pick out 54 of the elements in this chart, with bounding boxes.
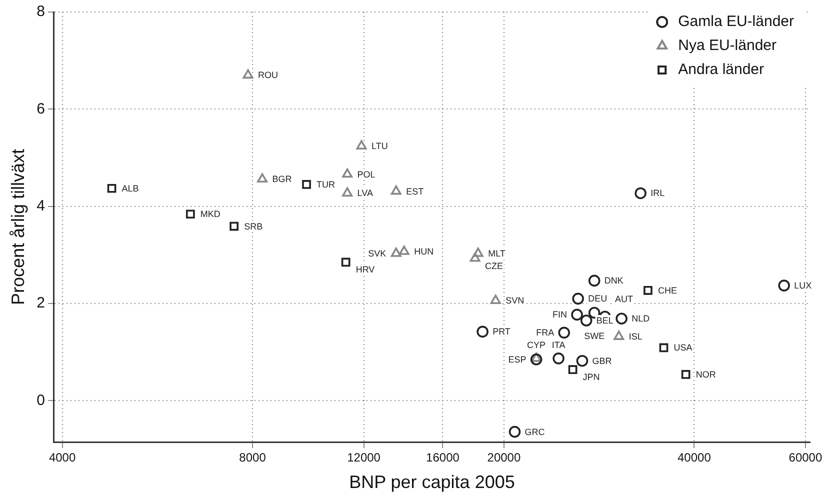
data-label: NLD bbox=[632, 314, 650, 324]
data-label: ITA bbox=[552, 340, 566, 350]
data-label: ROU bbox=[258, 70, 278, 80]
data-label: LUX bbox=[794, 280, 812, 291]
x-tick-label: 4000 bbox=[48, 450, 76, 465]
data-label: SVK bbox=[368, 248, 386, 258]
legend-label: Nya EU-länder bbox=[678, 37, 776, 54]
data-label: NOR bbox=[696, 369, 716, 380]
x-axis-title: BNP per capita 2005 bbox=[349, 472, 515, 492]
data-label: SRB bbox=[244, 221, 263, 232]
y-tick-label: 2 bbox=[36, 294, 45, 312]
data-label: FIN bbox=[552, 310, 568, 320]
y-tick-label: 8 bbox=[36, 3, 45, 20]
x-tick-label: 16000 bbox=[426, 450, 460, 465]
data-label: GRC bbox=[524, 426, 546, 437]
data-label: ESP bbox=[508, 354, 526, 364]
data-label: MKD bbox=[200, 209, 221, 220]
data-label: SWE bbox=[584, 331, 605, 342]
data-label: USA bbox=[674, 342, 692, 353]
y-tick-label: 4 bbox=[36, 197, 45, 214]
x-tick-label: 20000 bbox=[487, 450, 521, 465]
x-tick-label: 8000 bbox=[239, 450, 266, 465]
data-label: IRL bbox=[650, 188, 665, 198]
data-label: MLT bbox=[488, 248, 506, 258]
data-label: ISL bbox=[628, 332, 642, 342]
y-axis-title: Procent årlig tillväxt bbox=[8, 148, 28, 306]
data-label: PRT bbox=[492, 326, 511, 337]
x-tick-label: 40000 bbox=[678, 450, 712, 465]
data-label: EST bbox=[406, 186, 424, 196]
data-label: FRA bbox=[536, 328, 554, 338]
x-tick-label: 60000 bbox=[788, 450, 822, 465]
data-label: DEU bbox=[588, 294, 608, 304]
legend-label: Gamla EU-länder bbox=[678, 13, 794, 30]
y-tick-label: 0 bbox=[36, 392, 45, 409]
data-label: LVA bbox=[357, 188, 373, 198]
data-label: HRV bbox=[356, 264, 375, 275]
data-label: AUT bbox=[614, 294, 634, 304]
data-label: GBR bbox=[592, 356, 612, 366]
data-label: CHE bbox=[658, 285, 677, 296]
legend-label: Andra länder bbox=[678, 61, 764, 78]
data-label: DNK bbox=[604, 276, 624, 286]
data-label: BEL bbox=[596, 316, 614, 326]
y-tick-label: 6 bbox=[36, 100, 45, 118]
data-label: BGR bbox=[272, 174, 292, 184]
data-label: HUN bbox=[414, 246, 434, 257]
data-label: CZE bbox=[485, 260, 504, 271]
data-label: SVN bbox=[506, 296, 524, 306]
data-label: TUR bbox=[316, 179, 336, 190]
x-tick-label: 12000 bbox=[347, 450, 381, 465]
data-label: ALB bbox=[122, 183, 139, 194]
data-label: POL bbox=[357, 169, 376, 180]
data-label: CYP bbox=[527, 340, 546, 350]
data-label: LTU bbox=[371, 141, 388, 152]
data-label: JPN bbox=[582, 372, 600, 382]
